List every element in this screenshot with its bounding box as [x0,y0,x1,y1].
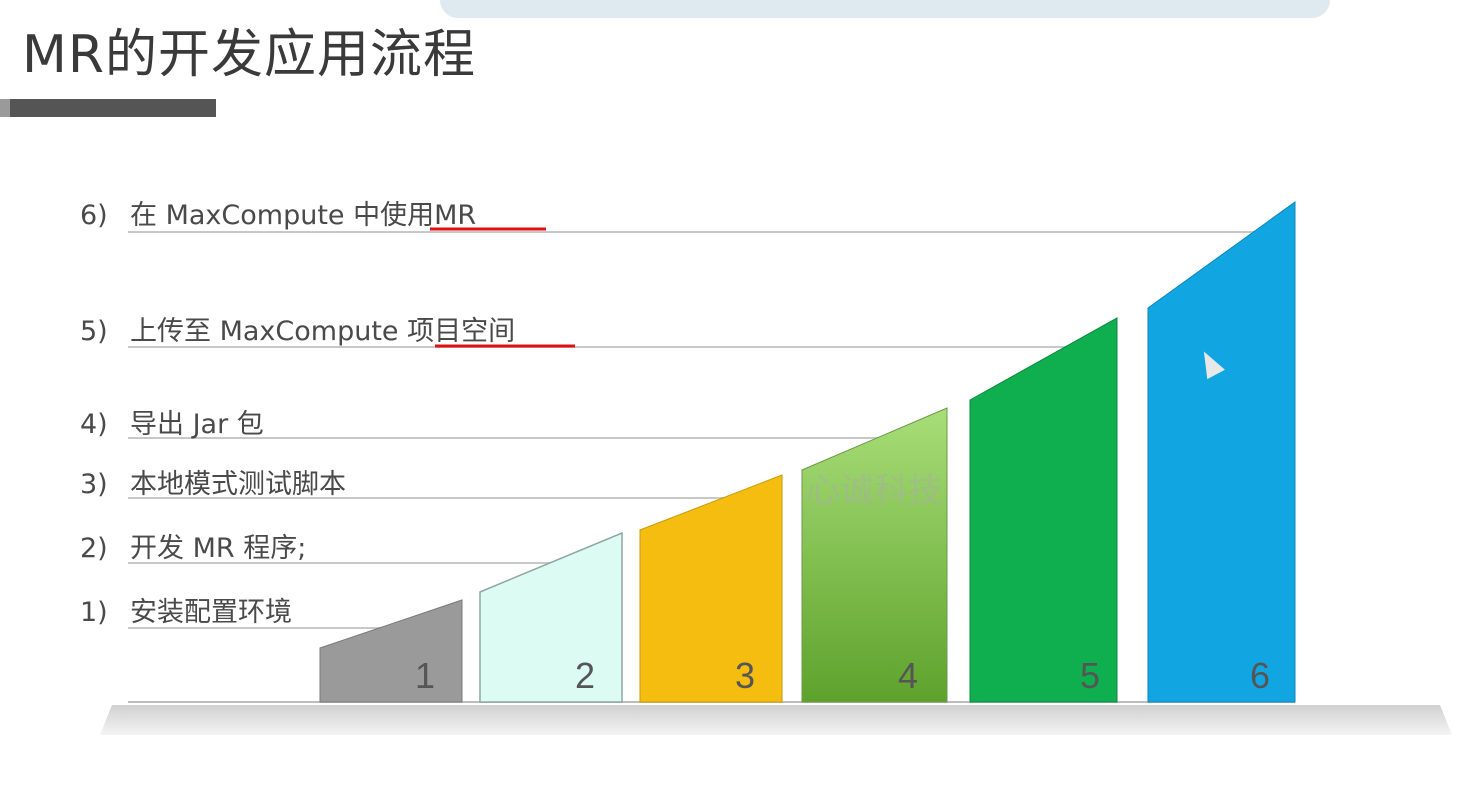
step-label-5: 5) 上传至 MaxCompute 项目空间 [80,309,515,348]
step-bar-label-5: 5 [1080,655,1100,696]
base-platform [100,705,1452,735]
step-bar-label-1: 1 [415,655,435,696]
step-bar-4 [801,407,948,703]
step-text-4: 导出 Jar 包 [130,409,264,440]
step-bar-label-6: 6 [1250,655,1270,696]
step-bar-label-4: 4 [898,655,918,696]
title-underline-cap [0,99,10,117]
step-number-4: 4) [80,409,108,440]
step-text-3: 本地模式测试脚本 [130,469,346,500]
step-number-6: 6) [80,200,108,231]
step-number-2: 2) [80,533,108,564]
step-label-1: 1) 安装配置环境 [80,590,292,629]
step-number-5: 5) [80,316,108,347]
step-bar-label-2: 2 [575,655,595,696]
watermark-text: 心诚科技 [806,471,942,511]
step-bar-3 [639,474,783,703]
step-bar-5 [969,317,1118,703]
title-underline-bar [0,99,216,117]
top-banner [440,0,1330,18]
step-bar-2 [479,531,623,703]
step-number-3: 3) [80,469,108,500]
page-title: MR的开发应用流程 [22,25,476,85]
step-bar-label-3: 3 [735,655,755,696]
step-text-2: 开发 MR 程序; [130,533,307,564]
step-label-4: 4) 导出 Jar 包 [80,402,264,441]
step-label-2: 2) 开发 MR 程序; [80,526,306,565]
step-bar-6 [1147,201,1296,703]
step-label-3: 3) 本地模式测试脚本 [80,462,346,501]
step-text-6: 在 MaxCompute 中使用MR [130,200,477,231]
step-bar-1 [319,599,463,703]
step-text-1: 安装配置环境 [130,597,292,628]
step-text-5: 上传至 MaxCompute 项目空间 [130,316,516,347]
step-label-6: 6) 在 MaxCompute 中使用MR [80,193,476,232]
step-number-1: 1) [80,597,108,628]
